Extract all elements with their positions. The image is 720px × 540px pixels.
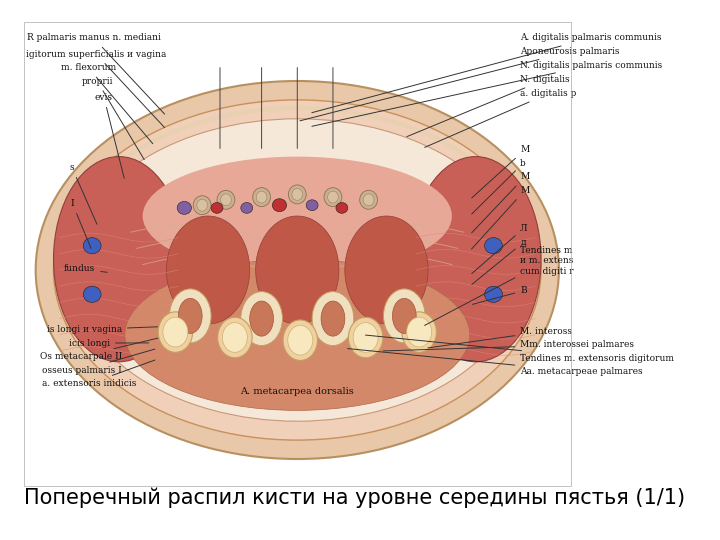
Ellipse shape (288, 325, 312, 355)
Text: Os metacarpale II: Os metacarpale II (40, 338, 158, 361)
Ellipse shape (250, 301, 274, 336)
Text: Поперечный распил кисти на уровне середины пястья (1/1): Поперечный распил кисти на уровне середи… (24, 487, 685, 508)
Text: fundus: fundus (64, 264, 107, 273)
Ellipse shape (348, 317, 383, 357)
Text: M: M (472, 172, 529, 233)
Ellipse shape (169, 289, 211, 343)
Text: a. digitalis p: a. digitalis p (425, 89, 577, 147)
Ellipse shape (324, 188, 342, 206)
Ellipse shape (354, 322, 378, 352)
Text: N. digitalis palmaris communis: N. digitalis palmaris communis (312, 60, 662, 126)
Ellipse shape (240, 202, 253, 213)
Text: Aa. metacarpeae palmares: Aa. metacarpeae palmares (348, 349, 643, 376)
Ellipse shape (71, 119, 523, 421)
Ellipse shape (193, 195, 211, 214)
Ellipse shape (211, 202, 223, 213)
Text: A. metacarpea dorsalis: A. metacarpea dorsalis (240, 387, 354, 396)
Ellipse shape (360, 190, 377, 209)
Text: igitorum superficialis и vagina: igitorum superficialis и vagina (26, 50, 166, 127)
Ellipse shape (312, 292, 354, 346)
Text: Л: Л (472, 224, 528, 274)
Text: osseus palmaris I: osseus palmaris I (42, 349, 155, 375)
Ellipse shape (272, 199, 287, 212)
Ellipse shape (253, 188, 271, 206)
Ellipse shape (402, 312, 436, 352)
Ellipse shape (84, 238, 101, 254)
Text: b: b (472, 159, 526, 214)
Ellipse shape (306, 200, 318, 211)
Ellipse shape (217, 190, 235, 209)
Ellipse shape (410, 157, 541, 362)
Text: B: B (472, 286, 527, 305)
Text: is longi и vagina: is longi и vagina (47, 325, 158, 334)
Ellipse shape (125, 259, 469, 410)
Text: icis longi: icis longi (69, 339, 149, 348)
Ellipse shape (392, 298, 416, 333)
Text: N. digitalis: N. digitalis (407, 75, 570, 137)
Ellipse shape (328, 191, 338, 203)
Ellipse shape (407, 317, 432, 347)
Text: Tendines m. extensoris digitorum: Tendines m. extensoris digitorum (366, 335, 674, 363)
Ellipse shape (197, 199, 207, 211)
Ellipse shape (179, 298, 202, 333)
Text: evis: evis (95, 93, 124, 178)
Ellipse shape (384, 289, 425, 343)
Ellipse shape (256, 216, 339, 324)
Text: M: M (472, 186, 529, 249)
Ellipse shape (336, 202, 348, 213)
Text: Tendines m
и m. extens
cum digiti r: Tendines m и m. extens cum digiti r (425, 246, 574, 326)
Ellipse shape (364, 194, 374, 206)
Ellipse shape (283, 320, 318, 361)
Ellipse shape (163, 317, 188, 347)
Text: I: I (71, 199, 91, 248)
Ellipse shape (321, 301, 345, 336)
Ellipse shape (177, 201, 192, 214)
Ellipse shape (53, 157, 184, 362)
Ellipse shape (36, 81, 559, 459)
Ellipse shape (288, 185, 306, 204)
Ellipse shape (217, 317, 252, 357)
Ellipse shape (222, 322, 248, 352)
Ellipse shape (53, 100, 541, 440)
Text: proprii: proprii (81, 77, 144, 160)
Ellipse shape (485, 286, 503, 302)
Ellipse shape (345, 216, 428, 324)
Text: A. digitalis palmaris communis: A. digitalis palmaris communis (312, 33, 662, 113)
Ellipse shape (158, 312, 193, 352)
Ellipse shape (256, 191, 267, 203)
Ellipse shape (84, 286, 101, 302)
Ellipse shape (143, 157, 452, 275)
Ellipse shape (240, 292, 282, 346)
Ellipse shape (292, 188, 302, 200)
Ellipse shape (485, 238, 503, 254)
Text: a. extensoris inidicis: a. extensoris inidicis (42, 360, 155, 388)
Ellipse shape (220, 194, 231, 206)
Text: R palmaris manus n. mediani: R palmaris manus n. mediani (27, 33, 165, 114)
Text: m. flexorum: m. flexorum (60, 63, 153, 144)
Text: M: M (472, 145, 529, 198)
Text: s: s (70, 163, 97, 224)
Text: M. inteross: M. inteross (428, 327, 572, 348)
Text: д: д (472, 238, 526, 285)
Text: Mm. interossei palmares: Mm. interossei palmares (383, 340, 634, 351)
Text: Aponeurosis palmaris: Aponeurosis palmaris (300, 47, 620, 121)
Ellipse shape (166, 216, 250, 324)
